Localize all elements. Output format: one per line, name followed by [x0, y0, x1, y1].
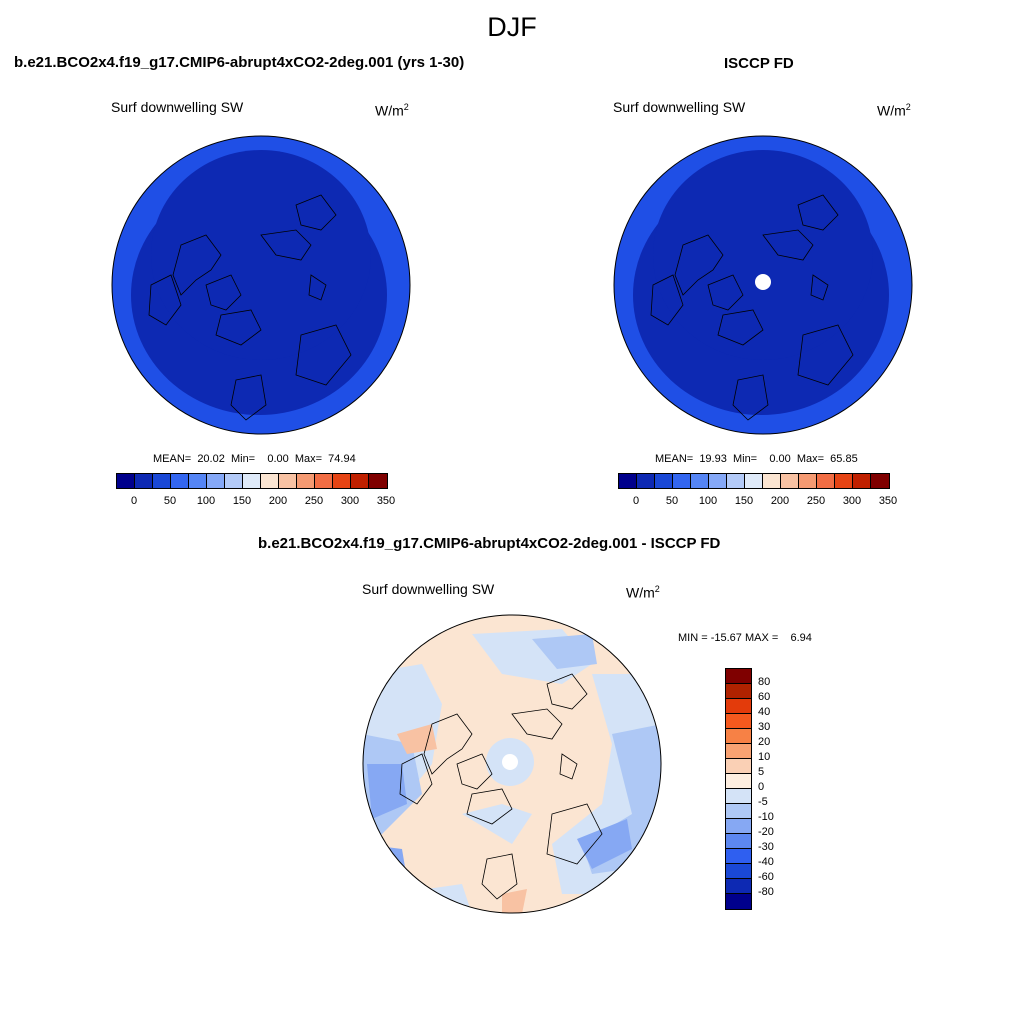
colorbar-swatch — [207, 474, 225, 488]
colorbar-tick-label: 20 — [758, 736, 771, 748]
panel1-case-title: b.e21.BCO2x4.f19_g17.CMIP6-abrupt4xCO2-2… — [14, 54, 465, 71]
colorbar-swatch — [619, 474, 637, 488]
colorbar-swatch — [691, 474, 709, 488]
colorbar-swatch — [726, 714, 751, 729]
colorbar-tick-label: -5 — [758, 796, 768, 808]
panel1-polar-map — [111, 135, 411, 435]
panel2-units: W/m2 — [877, 102, 911, 119]
colorbar-swatch — [799, 474, 817, 488]
colorbar-tick-label: 10 — [758, 751, 771, 763]
panel2-polar-map — [613, 135, 913, 435]
colorbar-swatch — [189, 474, 207, 488]
colorbar-swatch — [726, 879, 751, 894]
colorbar-swatch — [835, 474, 853, 488]
colorbar-swatch — [727, 474, 745, 488]
colorbar-swatch — [369, 474, 387, 488]
colorbar-tick-label: -40 — [758, 856, 774, 868]
colorbar-tick-label: -30 — [758, 841, 774, 853]
colorbar-tick-label: -80 — [758, 886, 774, 898]
colorbar-swatch — [153, 474, 171, 488]
colorbar-tick-label: 5 — [758, 766, 765, 778]
panel3-colorbar — [725, 668, 752, 910]
colorbar-tick-label: 60 — [758, 691, 771, 703]
colorbar-tick-label: 100 — [196, 495, 216, 507]
panel1-stats: MEAN= 20.02 Min= 0.00 Max= 74.94 — [153, 453, 356, 465]
panel1-colorbar-ticks: 0 50 100 150 200 250 300 350 — [116, 495, 395, 509]
colorbar-swatch — [853, 474, 871, 488]
colorbar-swatch — [726, 819, 751, 834]
colorbar-swatch — [655, 474, 673, 488]
colorbar-swatch — [817, 474, 835, 488]
colorbar-tick-label: 200 — [770, 495, 790, 507]
colorbar-swatch — [781, 474, 799, 488]
panel2-colorbar — [618, 473, 890, 489]
colorbar-swatch — [726, 774, 751, 789]
colorbar-tick-label: 150 — [232, 495, 252, 507]
colorbar-swatch — [726, 744, 751, 759]
colorbar-tick-label: 30 — [758, 721, 771, 733]
colorbar-tick-label: 150 — [734, 495, 754, 507]
colorbar-tick-label: 40 — [758, 706, 771, 718]
panel1-colorbar — [116, 473, 388, 489]
figure-title: DJF — [487, 12, 537, 42]
colorbar-tick-label: 350 — [376, 495, 396, 507]
colorbar-tick-label: 250 — [806, 495, 826, 507]
colorbar-swatch — [709, 474, 727, 488]
colorbar-swatch — [333, 474, 351, 488]
panel3-stats: MIN = -15.67 MAX = 6.94 — [678, 632, 812, 644]
colorbar-swatch — [726, 789, 751, 804]
colorbar-swatch — [726, 759, 751, 774]
colorbar-swatch — [117, 474, 135, 488]
colorbar-tick-label: 0 — [758, 781, 765, 793]
panel2-colorbar-ticks: 0 50 100 150 200 250 300 350 — [618, 495, 897, 509]
colorbar-tick-label: -10 — [758, 811, 774, 823]
colorbar-swatch — [637, 474, 655, 488]
panel3-variable: Surf downwelling SW — [362, 581, 495, 597]
colorbar-tick-label: 100 — [698, 495, 718, 507]
panel3-units: W/m2 — [626, 584, 660, 601]
colorbar-tick-label: 50 — [665, 495, 679, 507]
colorbar-tick-label: 200 — [268, 495, 288, 507]
colorbar-swatch — [726, 669, 751, 684]
colorbar-tick-label: 50 — [163, 495, 177, 507]
colorbar-swatch — [351, 474, 369, 488]
colorbar-swatch — [726, 864, 751, 879]
panel3-case-title: b.e21.BCO2x4.f19_g17.CMIP6-abrupt4xCO2-2… — [258, 535, 721, 552]
colorbar-tick-label: 300 — [340, 495, 360, 507]
colorbar-tick-label: -60 — [758, 871, 774, 883]
colorbar-swatch — [726, 699, 751, 714]
colorbar-tick-label: -20 — [758, 826, 774, 838]
colorbar-swatch — [225, 474, 243, 488]
colorbar-swatch — [315, 474, 333, 488]
colorbar-swatch — [763, 474, 781, 488]
colorbar-swatch — [726, 849, 751, 864]
colorbar-swatch — [279, 474, 297, 488]
colorbar-tick-label: 300 — [842, 495, 862, 507]
colorbar-swatch — [297, 474, 315, 488]
panel3-polar-map — [362, 614, 662, 914]
colorbar-tick-label: 250 — [304, 495, 324, 507]
colorbar-swatch — [726, 684, 751, 699]
colorbar-swatch — [726, 834, 751, 849]
colorbar-swatch — [726, 729, 751, 744]
panel3-colorbar-ticks: 80 60 40 30 20 10 5 0 -5 -10 -20 -30 -40 -60 -80 — [758, 668, 798, 910]
panel2-variable: Surf downwelling SW — [613, 99, 746, 115]
panel1-variable: Surf downwelling SW — [111, 99, 244, 115]
panel1-units: W/m2 — [375, 102, 409, 119]
colorbar-swatch — [726, 804, 751, 819]
colorbar-swatch — [871, 474, 889, 488]
colorbar-swatch — [726, 894, 751, 909]
colorbar-tick-label: 80 — [758, 676, 771, 688]
colorbar-swatch — [261, 474, 279, 488]
colorbar-swatch — [135, 474, 153, 488]
colorbar-swatch — [745, 474, 763, 488]
colorbar-swatch — [243, 474, 261, 488]
panel2-case-title: ISCCP FD — [724, 55, 794, 72]
colorbar-tick-label: 350 — [878, 495, 898, 507]
colorbar-tick-label: 0 — [130, 495, 138, 507]
colorbar-tick-label: 0 — [632, 495, 640, 507]
panel2-stats: MEAN= 19.93 Min= 0.00 Max= 65.85 — [655, 453, 858, 465]
colorbar-swatch — [673, 474, 691, 488]
colorbar-swatch — [171, 474, 189, 488]
